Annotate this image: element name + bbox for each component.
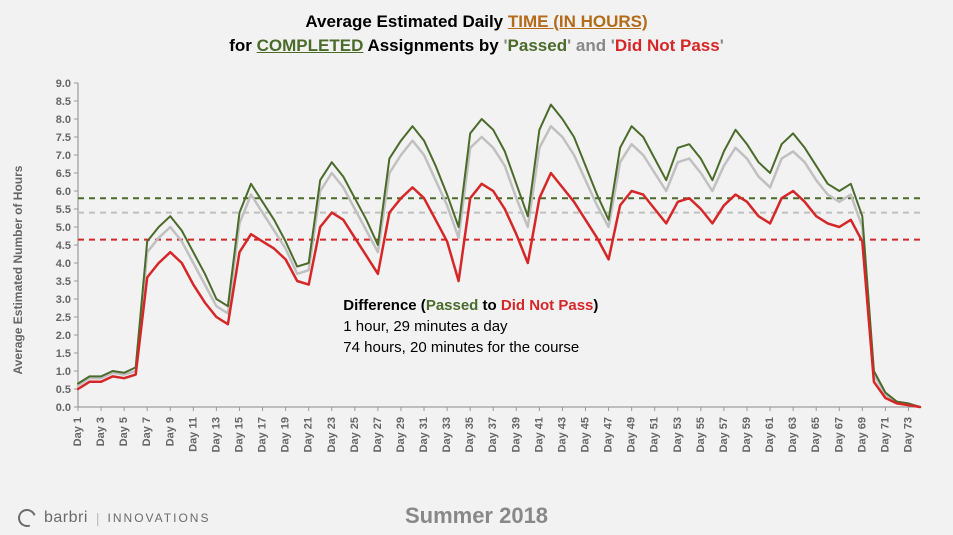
- svg-text:Day 71: Day 71: [879, 417, 891, 452]
- svg-text:Day 9: Day 9: [164, 417, 176, 446]
- svg-text:Day 73: Day 73: [902, 417, 914, 452]
- diff-pre: Difference (: [343, 297, 426, 314]
- svg-text:Day 69: Day 69: [856, 417, 868, 452]
- svg-text:2.5: 2.5: [56, 312, 71, 324]
- svg-text:Day 67: Day 67: [833, 417, 845, 452]
- footer: barbri | INNOVATIONS Summer 2018: [0, 499, 953, 529]
- svg-text:Day 19: Day 19: [280, 417, 292, 452]
- svg-text:Day 53: Day 53: [672, 417, 684, 452]
- svg-text:Day 63: Day 63: [787, 417, 799, 452]
- svg-text:0.5: 0.5: [56, 384, 71, 396]
- svg-text:Day 27: Day 27: [372, 417, 384, 452]
- svg-text:3.0: 3.0: [56, 294, 71, 306]
- svg-text:Day 21: Day 21: [303, 417, 315, 452]
- svg-text:Day 3: Day 3: [95, 417, 107, 446]
- svg-text:0.0: 0.0: [56, 402, 71, 414]
- svg-text:1.5: 1.5: [56, 348, 71, 360]
- svg-text:8.0: 8.0: [56, 114, 71, 126]
- brand-name: barbri: [44, 509, 88, 527]
- svg-text:Day 13: Day 13: [210, 417, 222, 452]
- diff-line2: 1 hour, 29 minutes a day: [343, 316, 598, 337]
- svg-text:Day 43: Day 43: [556, 417, 568, 452]
- svg-text:Day 49: Day 49: [626, 417, 638, 452]
- y-axis-title: Average Estimated Number of Hours: [11, 166, 25, 375]
- svg-text:5.0: 5.0: [56, 222, 71, 234]
- svg-text:4.5: 4.5: [56, 240, 71, 252]
- q2: ' and ': [567, 36, 615, 55]
- svg-text:Day 1: Day 1: [72, 417, 84, 446]
- svg-text:Day 65: Day 65: [810, 417, 822, 452]
- svg-text:Day 51: Day 51: [649, 417, 661, 452]
- svg-text:3.5: 3.5: [56, 276, 71, 288]
- title-line2-pre: for: [229, 36, 256, 55]
- diff-mid: to: [478, 297, 501, 314]
- svg-text:Day 25: Day 25: [349, 417, 361, 452]
- svg-text:7.0: 7.0: [56, 150, 71, 162]
- svg-text:Day 39: Day 39: [510, 417, 522, 452]
- title-dnp: Did Not Pass: [615, 36, 720, 55]
- svg-text:6.0: 6.0: [56, 186, 71, 198]
- svg-text:4.0: 4.0: [56, 258, 71, 270]
- line-chart: 0.0 0.5 1.0 1.5 2.0 2.5 3.0 3.5 4.0 4.5 5.0 5.5 6.0 6…: [30, 75, 930, 465]
- footer-season: Summer 2018: [405, 503, 548, 529]
- q3: ': [720, 36, 724, 55]
- svg-text:7.5: 7.5: [56, 132, 71, 144]
- svg-text:Day 47: Day 47: [603, 417, 615, 452]
- svg-text:8.5: 8.5: [56, 96, 71, 108]
- svg-text:Day 11: Day 11: [187, 417, 199, 452]
- svg-text:Day 61: Day 61: [764, 417, 776, 452]
- svg-text:Day 31: Day 31: [418, 417, 430, 452]
- diff-line3: 74 hours, 20 minutes for the course: [343, 337, 598, 358]
- chart-area: Average Estimated Number of Hours 0.00.5…: [30, 75, 930, 465]
- svg-text:Day 15: Day 15: [233, 417, 245, 452]
- svg-text:Day 45: Day 45: [580, 417, 592, 452]
- svg-text:Day 57: Day 57: [718, 417, 730, 452]
- svg-text:Day 23: Day 23: [326, 417, 338, 452]
- title-passed: Passed: [508, 36, 568, 55]
- diff-passed: Passed: [426, 297, 479, 314]
- chart-title: Average Estimated Daily TIME (IN HOURS) …: [0, 0, 953, 58]
- diff-dnp: Did Not Pass: [501, 297, 594, 314]
- brand-separator: |: [96, 510, 100, 526]
- svg-text:Day 59: Day 59: [741, 417, 753, 452]
- diff-post: ): [593, 297, 598, 314]
- brand-block: barbri | INNOVATIONS: [18, 509, 210, 527]
- svg-text:Day 55: Day 55: [695, 417, 707, 452]
- title-line2-mid: Assignments by: [363, 36, 503, 55]
- svg-text:Day 7: Day 7: [141, 417, 153, 446]
- svg-text:Day 17: Day 17: [257, 417, 269, 452]
- title-time-hours: TIME (IN HOURS): [508, 12, 648, 31]
- svg-text:Day 41: Day 41: [533, 417, 545, 452]
- svg-text:9.0: 9.0: [56, 78, 71, 90]
- svg-text:Day 37: Day 37: [487, 417, 499, 452]
- title-line1-pre: Average Estimated Daily: [305, 12, 508, 31]
- svg-text:2.0: 2.0: [56, 330, 71, 342]
- svg-text:6.5: 6.5: [56, 168, 71, 180]
- brand-logo-icon: [15, 506, 39, 530]
- svg-text:Day 35: Day 35: [464, 417, 476, 452]
- svg-text:5.5: 5.5: [56, 204, 71, 216]
- svg-text:Day 29: Day 29: [395, 417, 407, 452]
- svg-text:1.0: 1.0: [56, 366, 71, 378]
- svg-text:Day 5: Day 5: [118, 417, 130, 446]
- difference-annotation: Difference (Passed to Did Not Pass) 1 ho…: [343, 295, 598, 358]
- brand-division: INNOVATIONS: [108, 511, 211, 525]
- title-completed: COMPLETED: [257, 36, 364, 55]
- svg-text:Day 33: Day 33: [441, 417, 453, 452]
